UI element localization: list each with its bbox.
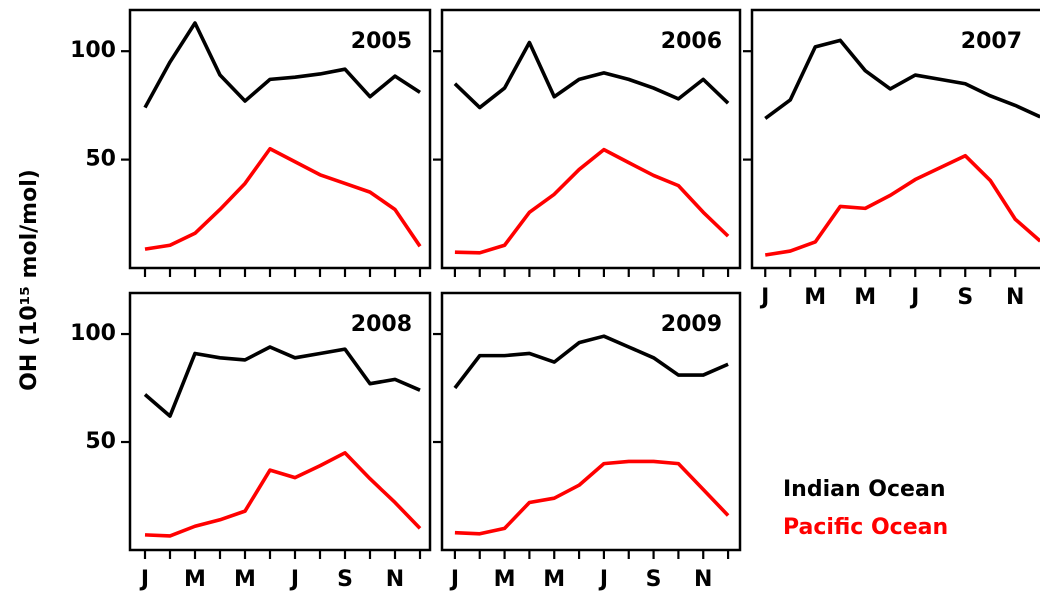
- x-tick-label: S: [957, 285, 973, 310]
- panel-title: 2008: [351, 312, 412, 337]
- plot-area: [453, 334, 730, 536]
- x-tick-label: M: [494, 567, 516, 592]
- panel-frame: [440, 8, 742, 270]
- panel: 2006: [433, 8, 742, 277]
- x-tick-label: J: [289, 567, 299, 592]
- x-tick-label: M: [184, 567, 206, 592]
- data-line: [144, 146, 422, 251]
- x-tick-label: M: [854, 285, 876, 310]
- x-tick-label: J: [139, 567, 149, 592]
- y-tick-label: 50: [85, 429, 116, 454]
- data-line: [454, 147, 730, 255]
- x-tick-label: M: [234, 567, 256, 592]
- panel-frame: [128, 291, 432, 552]
- plot-area: [143, 345, 422, 538]
- x-tick-label: S: [646, 567, 662, 592]
- data-line: [453, 334, 729, 390]
- x-tick-label: N: [694, 567, 712, 592]
- x-tick-label: J: [759, 285, 769, 310]
- plot-area: [453, 40, 730, 255]
- panel: 50 100 J M M J S N 2008: [70, 291, 432, 592]
- legend-entry: Pacific Ocean: [783, 515, 948, 540]
- panel-title: 2007: [961, 29, 1022, 54]
- panel-title: 2006: [661, 29, 722, 54]
- x-tick-label: J: [598, 567, 608, 592]
- panel-title: 2009: [661, 312, 722, 337]
- data-line: [143, 21, 421, 109]
- panel: 50 100 2005: [70, 8, 432, 277]
- data-line: [454, 459, 730, 536]
- plot-area: [764, 38, 1040, 257]
- x-tick-label: N: [1006, 285, 1024, 310]
- data-line: [144, 451, 422, 538]
- y-tick-label: 100: [70, 321, 116, 346]
- panel: J M M J S N 2007: [743, 8, 1040, 310]
- panel-frame: [128, 8, 432, 270]
- data-line: [764, 153, 1040, 257]
- x-tick-label: S: [337, 567, 353, 592]
- data-line: [143, 345, 421, 418]
- y-tick-label: 50: [85, 147, 116, 172]
- x-tick-label: J: [449, 567, 459, 592]
- x-tick-label: M: [804, 285, 826, 310]
- panel: J M M J S N 2009: [433, 291, 742, 592]
- legend-entry: Indian Ocean: [783, 477, 945, 502]
- panel-frame: [750, 8, 1040, 270]
- data-line: [453, 40, 730, 110]
- panel-title: 2005: [351, 29, 412, 54]
- y-tick-label: 100: [70, 38, 116, 63]
- panel-frame: [440, 291, 742, 552]
- x-tick-label: N: [386, 567, 404, 592]
- x-tick-label: J: [909, 285, 919, 310]
- data-line: [764, 38, 1040, 120]
- plot-area: [143, 21, 422, 251]
- x-tick-label: M: [543, 567, 565, 592]
- y-axis-label: OH (10¹⁵ mol/mol): [17, 169, 42, 391]
